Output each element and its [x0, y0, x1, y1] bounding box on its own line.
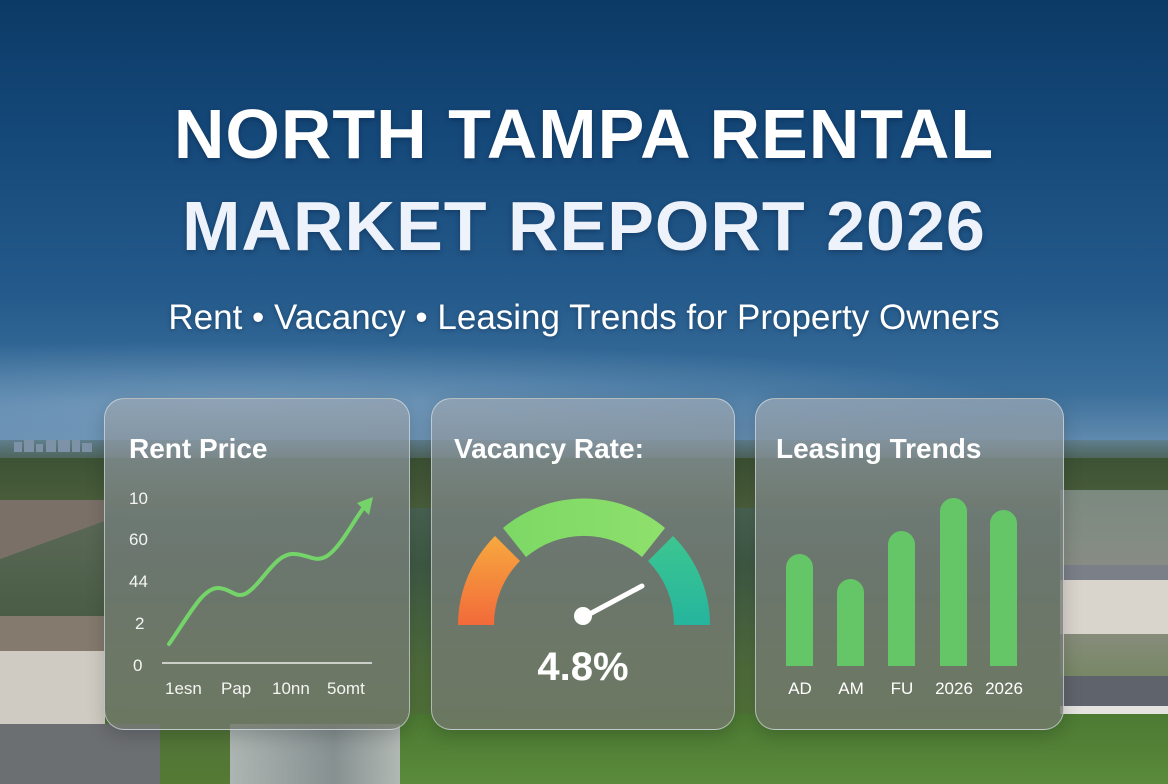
gauge-pivot: [574, 607, 592, 625]
x-tick: 10nn: [272, 679, 310, 698]
bar-label: AM: [838, 679, 864, 698]
page-title: NORTH TAMPA RENTAL MARKET REPORT 2026: [0, 88, 1168, 272]
y-tick: 10: [129, 489, 148, 508]
y-tick: 2: [135, 614, 145, 633]
y-tick: 44: [129, 572, 148, 591]
y-tick: 0: [133, 656, 143, 675]
bar: [837, 579, 864, 666]
bar: [888, 531, 915, 666]
x-tick: 5omt: [327, 679, 365, 698]
rent-price-title: Rent Price: [129, 433, 268, 464]
x-tick: 1esn: [165, 679, 202, 698]
gauge-segment-mid: [503, 498, 665, 557]
rent-line-chart: [162, 497, 373, 664]
gauge-segment-low: [648, 536, 710, 625]
subtitle: Rent • Vacancy • Leasing Trends for Prop…: [168, 298, 1000, 337]
bar-label: 2026: [935, 679, 973, 698]
bar: [990, 510, 1017, 666]
x-tick: Pap: [221, 679, 252, 698]
title-line-1: NORTH TAMPA RENTAL: [173, 95, 995, 173]
y-tick: 60: [129, 530, 148, 549]
vacancy-value: 4.8%: [537, 645, 629, 689]
vacancy-gauge: [458, 498, 710, 625]
gauge-segment-high: [458, 536, 520, 625]
bar: [940, 498, 967, 666]
road: [0, 724, 160, 784]
bar-label: AD: [788, 679, 812, 698]
city-skyline: [10, 440, 100, 452]
bar: [786, 554, 813, 666]
vacancy-rate-title: Vacancy Rate:: [454, 433, 644, 464]
title-line-2: MARKET REPORT 2026: [182, 187, 986, 265]
rent-line: [167, 501, 369, 646]
leasing-trends-title: Leasing Trends: [776, 433, 982, 464]
rent-price-card: Rent Price 10 60 44 2 0 1esn Pap 10nn 5o…: [104, 398, 410, 730]
vacancy-rate-card: Vacancy Rate: 4.8%: [431, 398, 735, 730]
arrow-up-right-icon: [357, 497, 373, 515]
bar-label: FU: [890, 679, 914, 698]
bar-label: 2026: [985, 679, 1023, 698]
leasing-trends-card: Leasing Trends AD AM FU 2026 2026: [755, 398, 1064, 730]
gauge-needle: [581, 583, 645, 620]
